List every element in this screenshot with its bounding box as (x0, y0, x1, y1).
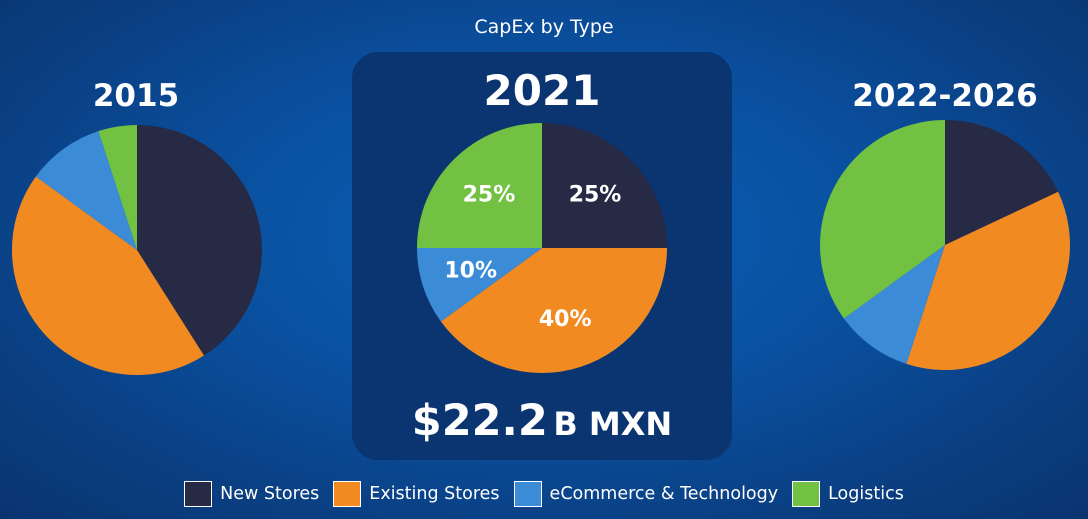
legend-swatch-new-stores (184, 481, 213, 507)
pie-slice-2021-logistics (417, 123, 542, 248)
pie-slice-2021-existing-stores (440, 248, 668, 374)
total-capex-2021: $22.2 B MXN (352, 396, 732, 446)
pie-slice-2022-2026-existing-stores (906, 191, 1070, 370)
pie-title-2015: 2015 (92, 78, 180, 114)
pie-slice-2022-2026-logistics (820, 120, 945, 319)
pie-chart-2022-2026 (820, 120, 1070, 370)
legend: New Stores Existing Stores eCommerce & T… (0, 481, 1088, 507)
legend-item-existing-stores: Existing Stores (333, 481, 500, 507)
total-unit: B MXN (553, 405, 673, 443)
legend-item-new-stores: New Stores (184, 481, 319, 507)
legend-item-ecommerce-technology: eCommerce & Technology (513, 481, 779, 507)
pie-slice-2022-2026-ecommerce-technology (843, 245, 945, 364)
pie-slice-2015-new-stores (137, 125, 262, 356)
pie-title-2022-2026: 2022-2026 (852, 78, 1038, 114)
data-label-2021-new-stores: 25% (569, 182, 622, 207)
pie-chart-2015 (11, 125, 262, 376)
pie-chart-2021: 25% 40% 10% 25% (417, 123, 668, 374)
pie-slice-2015-existing-stores (11, 176, 204, 376)
legend-item-logistics: Logistics (792, 481, 904, 507)
pie-slice-2022-2026-new-stores (945, 120, 1059, 245)
pie-slice-2021-new-stores (542, 123, 667, 248)
legend-swatch-ecommerce-technology (513, 481, 542, 507)
data-label-2021-existing-stores: 40% (539, 307, 592, 332)
total-amount: $22.2 (411, 396, 548, 446)
pie-slice-2015-logistics (98, 125, 137, 250)
pie-title-2021: 2021 (483, 66, 601, 115)
legend-label-new-stores: New Stores (220, 484, 320, 504)
pie-slice-2021-ecommerce-technology (417, 248, 542, 322)
pie-slice-2015-ecommerce-technology (35, 131, 137, 250)
legend-label-logistics: Logistics (828, 484, 904, 504)
data-label-2021-logistics: 25% (463, 182, 516, 207)
legend-label-existing-stores: Existing Stores (369, 484, 500, 504)
chart-title: CapEx by Type (474, 16, 614, 38)
legend-swatch-logistics (792, 481, 821, 507)
legend-label-ecommerce-technology: eCommerce & Technology (549, 484, 779, 504)
legend-swatch-existing-stores (333, 481, 362, 507)
data-label-2021-ecommerce-technology: 10% (444, 259, 497, 284)
